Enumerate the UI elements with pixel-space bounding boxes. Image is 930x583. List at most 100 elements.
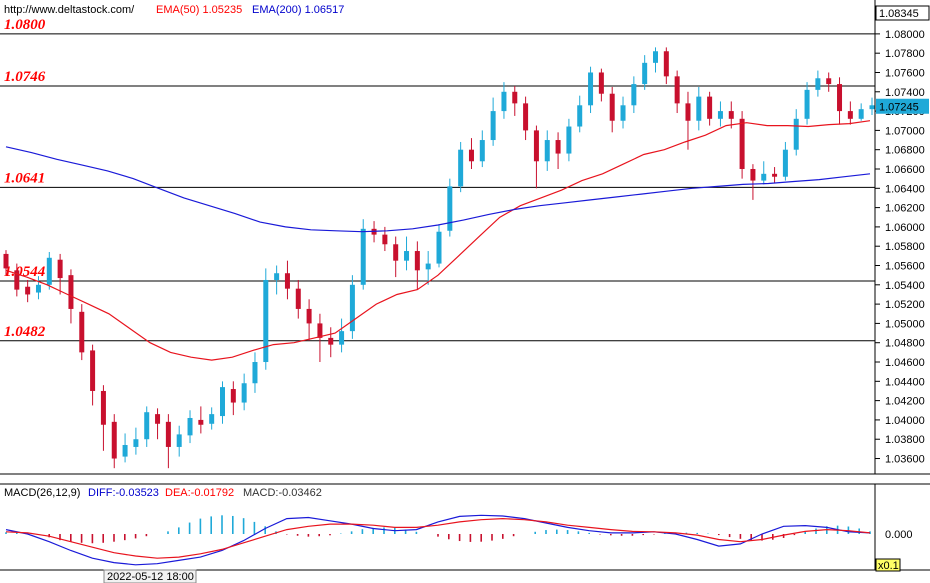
candle-up	[360, 228, 366, 285]
candle-up	[241, 383, 247, 403]
candle-down	[328, 337, 334, 345]
candle-up	[544, 140, 550, 162]
y-tick-label: 1.04800	[885, 338, 925, 350]
crosshair-date: 2022-05-12 18:00	[107, 571, 194, 583]
candle-up	[436, 231, 442, 264]
candle-up	[631, 84, 637, 106]
y-tick-label: 1.04600	[885, 357, 925, 369]
y-tick-label: 1.07800	[885, 48, 925, 60]
candle-up	[804, 89, 810, 119]
candle-up	[869, 105, 875, 110]
candle-up	[35, 284, 41, 293]
candle-up	[46, 257, 52, 285]
level-label: 1.0746	[4, 69, 46, 85]
y-tick-label: 1.06200	[885, 203, 925, 215]
candle-up	[479, 140, 485, 162]
candle-down	[306, 308, 312, 324]
candle-up	[187, 417, 193, 436]
macd-title: MACD(26,12,9)	[4, 487, 80, 499]
candle-up	[176, 434, 182, 447]
level-label: 1.0800	[4, 17, 46, 33]
candle-up	[566, 126, 572, 154]
ema200-label: EMA(200) 1.06517	[252, 4, 344, 16]
candle-up	[349, 284, 355, 332]
candle-down	[826, 78, 832, 85]
y-tick-label: 1.04000	[885, 415, 925, 427]
level-label: 1.0482	[4, 324, 46, 340]
y-tick-label: 1.06000	[885, 222, 925, 234]
chart-header: http://www.deltastock.com/ EMA(50) 1.052…	[4, 4, 344, 16]
candle-down	[155, 414, 161, 424]
candle-down	[750, 168, 756, 181]
macd-diff-label: DIFF:-0.03523	[88, 487, 159, 499]
y-tick-label: 1.06400	[885, 183, 925, 195]
last-price-label: 1.07245	[879, 102, 919, 114]
candle-up	[404, 251, 410, 261]
candlesticks	[3, 47, 875, 469]
footer: 2022-05-12 18:00 x0.1	[103, 558, 901, 583]
y-tick-label: 1.06600	[885, 164, 925, 176]
y-tick-label: 1.04200	[885, 396, 925, 408]
candle-up	[858, 109, 864, 119]
macd-panel: 0.000	[5, 514, 913, 566]
candle-down	[100, 390, 106, 425]
candle-down	[598, 72, 604, 94]
candle-down	[3, 253, 9, 269]
macd-dea-line	[5, 517, 871, 559]
price-axis: 1.082001.080001.078001.076001.074001.072…	[875, 5, 930, 466]
candle-down	[79, 311, 85, 353]
macd-header: MACD(26,12,9) DIFF:-0.03523 DEA:-0.01792…	[4, 487, 322, 499]
candle-down	[165, 421, 171, 447]
macd-diff-line	[5, 514, 871, 566]
candle-down	[772, 173, 778, 177]
y-tick-label: 1.05800	[885, 241, 925, 253]
macd-zero-label: 0.000	[885, 529, 913, 541]
candle-down	[739, 118, 745, 169]
last-price-box	[876, 98, 929, 114]
candle-up	[815, 78, 821, 90]
candle-up	[501, 91, 507, 112]
candle-down	[837, 84, 843, 112]
candle-down	[57, 259, 63, 279]
candle-down	[707, 96, 713, 119]
source-url[interactable]: http://www.deltastock.com/	[4, 4, 135, 16]
candle-down	[382, 234, 388, 245]
candle-down	[393, 244, 399, 261]
candle-down	[198, 419, 204, 425]
candle-up	[144, 412, 150, 440]
macd-value-label: MACD:-0.03462	[243, 487, 322, 499]
y-tick-label: 1.05200	[885, 299, 925, 311]
candle-up	[220, 387, 225, 417]
candle-down	[685, 103, 691, 121]
candle-up	[274, 273, 280, 280]
scale-label: x0.1	[878, 560, 899, 572]
candle-down	[230, 389, 236, 403]
candle-down	[111, 421, 117, 459]
candle-down	[728, 111, 734, 119]
current-price-label: 1.08345	[879, 8, 919, 20]
candle-down	[674, 76, 680, 104]
candle-down	[14, 270, 20, 290]
y-tick-label: 1.07400	[885, 87, 925, 99]
candle-up	[696, 96, 702, 121]
candle-down	[317, 323, 323, 338]
y-tick-label: 1.03800	[885, 434, 925, 446]
y-tick-label: 1.05000	[885, 318, 925, 330]
candle-up	[252, 362, 258, 384]
candle-down	[609, 93, 615, 121]
y-tick-label: 1.07600	[885, 67, 925, 79]
candle-up	[653, 51, 658, 63]
candle-down	[533, 130, 539, 162]
candle-up	[339, 331, 345, 345]
candle-up	[642, 62, 648, 85]
candle-down	[512, 91, 518, 104]
macd-dea-label: DEA:-0.01792	[165, 487, 234, 499]
scale-box[interactable]	[875, 558, 901, 572]
candle-up	[782, 149, 788, 177]
candle-up	[717, 111, 723, 119]
candle-up	[133, 439, 139, 447]
candle-up	[447, 186, 453, 231]
candle-down	[90, 350, 96, 391]
